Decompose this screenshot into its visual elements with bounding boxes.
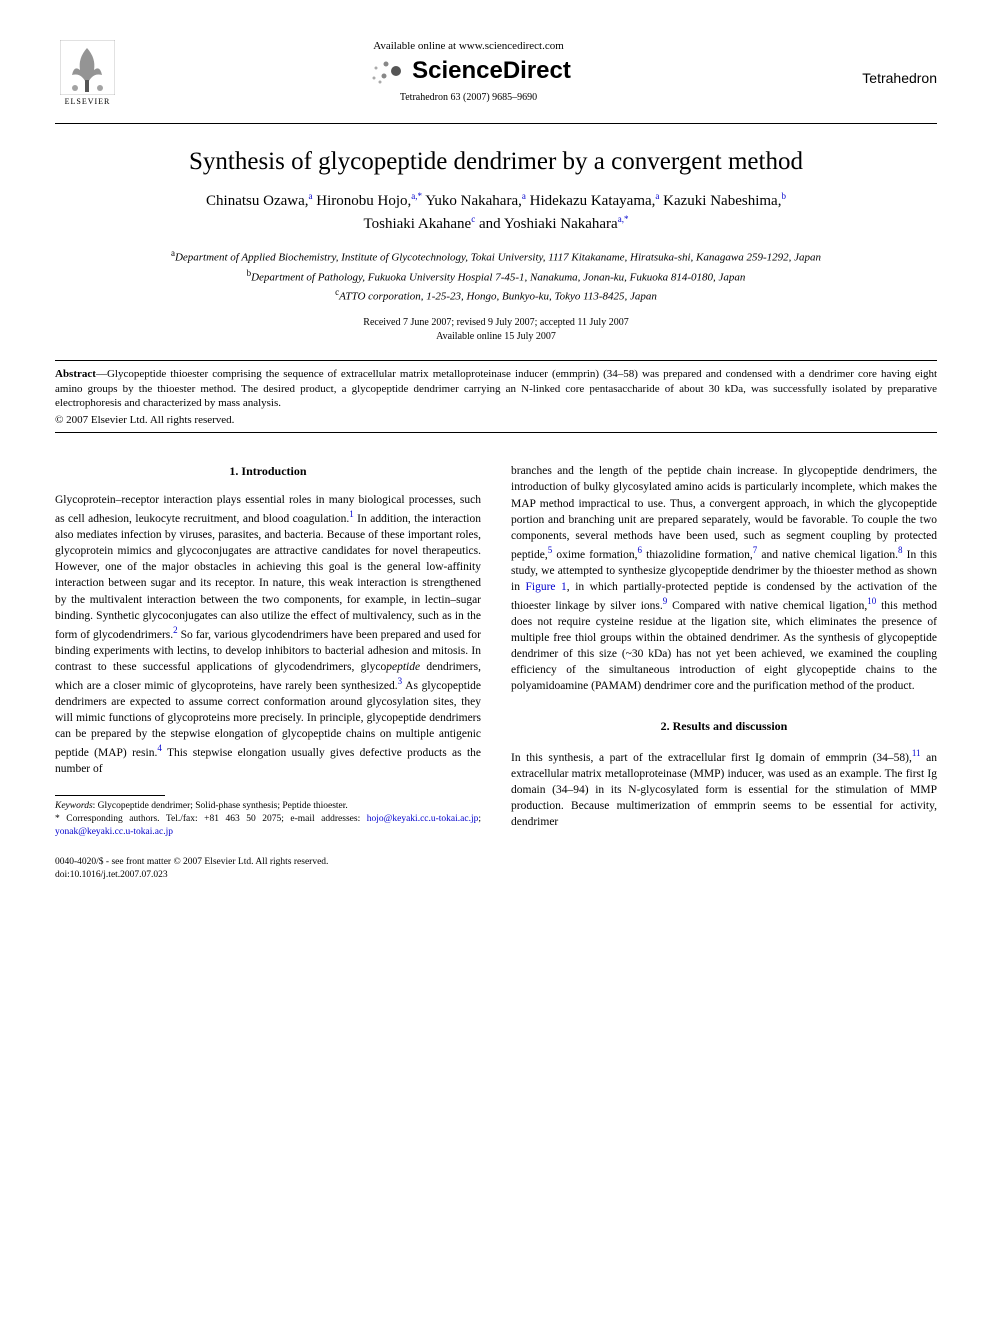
available-online-text: Available online at www.sciencedirect.co…: [120, 40, 817, 52]
sciencedirect-name: ScienceDirect: [412, 57, 571, 85]
abstract-label: Abstract: [55, 368, 96, 380]
authors-list: Chinatsu Ozawa,a Hironobu Hojo,a,* Yuko …: [55, 190, 937, 235]
author: and Yoshiaki Nakahara: [479, 216, 618, 232]
body-text-italic: peptide: [386, 661, 420, 673]
elsevier-tree-icon: [60, 40, 115, 95]
author-affil-sup[interactable]: c: [471, 214, 475, 224]
results-paragraph: In this synthesis, a part of the extrace…: [511, 747, 937, 830]
footnotes: Keywords: Glycopeptide dendrimer; Solid-…: [55, 800, 481, 838]
body-text: oxime formation,: [552, 549, 637, 561]
affiliations: aDepartment of Applied Biochemistry, Ins…: [55, 247, 937, 306]
author-affil-sup[interactable]: a: [309, 191, 313, 201]
body-text: branches and the length of the peptide c…: [511, 465, 937, 560]
author: Hidekazu Katayama,: [530, 193, 656, 209]
email-link[interactable]: yonak@keyaki.cc.u-tokai.ac.jp: [55, 827, 173, 837]
affil-a: Department of Applied Biochemistry, Inst…: [175, 252, 821, 264]
right-column: branches and the length of the peptide c…: [511, 463, 937, 838]
abstract-text: —Glycopeptide thioester comprising the s…: [55, 368, 937, 410]
article-dates: Received 7 June 2007; revised 9 July 200…: [55, 316, 937, 344]
author: Chinatsu Ozawa,: [206, 193, 308, 209]
author: Toshiaki Akahane: [364, 216, 472, 232]
author-affil-sup[interactable]: a: [522, 191, 526, 201]
body-text: thiazolidine formation,: [642, 549, 753, 561]
author-affil-sup[interactable]: a,*: [618, 214, 629, 224]
email-link[interactable]: hojo@keyaki.cc.u-tokai.ac.jp: [367, 814, 479, 824]
author: Kazuki Nabeshima,: [663, 193, 781, 209]
keywords-label: Keywords: [55, 801, 93, 811]
article-title: Synthesis of glycopeptide dendrimer by a…: [55, 148, 937, 176]
elsevier-logo: ELSEVIER: [55, 40, 120, 115]
divider: [55, 432, 937, 433]
page-header: ELSEVIER Available online at www.science…: [55, 40, 937, 115]
sciencedirect-logo: ScienceDirect: [120, 56, 817, 86]
footer-line2: doi:10.1016/j.tet.2007.07.023: [55, 869, 937, 881]
section-heading-intro: 1. Introduction: [55, 463, 481, 480]
citation-ref[interactable]: 10: [867, 596, 876, 606]
sciencedirect-dots-icon: [366, 56, 406, 86]
copyright-line: © 2007 Elsevier Ltd. All rights reserved…: [55, 414, 937, 426]
sciencedirect-block: Available online at www.sciencedirect.co…: [120, 40, 817, 103]
corresponding-label: * Corresponding authors. Tel./fax: +81 4…: [55, 814, 367, 824]
affil-b: Department of Pathology, Fukuoka Univers…: [251, 271, 745, 283]
affil-c: ATTO corporation, 1-25-23, Hongo, Bunkyo…: [339, 291, 657, 303]
body-text: Compared with native chemical ligation,: [667, 600, 867, 612]
journal-reference: Tetrahedron 63 (2007) 9685–9690: [120, 92, 817, 103]
body-text: In this synthesis, a part of the extrace…: [511, 752, 912, 764]
intro-paragraph: Glycoprotein–receptor interaction plays …: [55, 492, 481, 777]
author-affil-sup[interactable]: b: [781, 191, 786, 201]
divider: [55, 123, 937, 124]
elsevier-name: ELSEVIER: [65, 97, 111, 106]
citation-ref[interactable]: 11: [912, 748, 921, 758]
author-affil-sup[interactable]: a: [655, 191, 659, 201]
left-column: 1. Introduction Glycoprotein–receptor in…: [55, 463, 481, 838]
body-text: In addition, the interaction also mediat…: [55, 513, 481, 640]
body-text: and native chemical ligation.: [757, 549, 898, 561]
author: Yuko Nakahara,: [425, 193, 522, 209]
author-affil-sup[interactable]: a,*: [411, 191, 422, 201]
divider: [55, 360, 937, 361]
author: Hironobu Hojo,: [316, 193, 411, 209]
keywords-text: : Glycopeptide dendrimer; Solid-phase sy…: [93, 801, 348, 811]
body-text: this method does not require cysteine re…: [511, 600, 937, 692]
figure-ref[interactable]: Figure 1: [525, 581, 566, 593]
footer-meta: 0040-4020/$ - see front matter © 2007 El…: [55, 856, 937, 881]
article-body: 1. Introduction Glycoprotein–receptor in…: [55, 463, 937, 838]
footer-line1: 0040-4020/$ - see front matter © 2007 El…: [55, 856, 937, 868]
footnote-divider: [55, 795, 165, 796]
journal-logo: Tetrahedron: [817, 40, 937, 86]
dates-line1: Received 7 June 2007; revised 9 July 200…: [55, 316, 937, 330]
intro-paragraph-continued: branches and the length of the peptide c…: [511, 463, 937, 694]
section-heading-results: 2. Results and discussion: [511, 718, 937, 735]
email-sep: ;: [478, 814, 481, 824]
dates-line2: Available online 15 July 2007: [55, 330, 937, 344]
abstract: Abstract—Glycopeptide thioester comprisi…: [55, 367, 937, 412]
